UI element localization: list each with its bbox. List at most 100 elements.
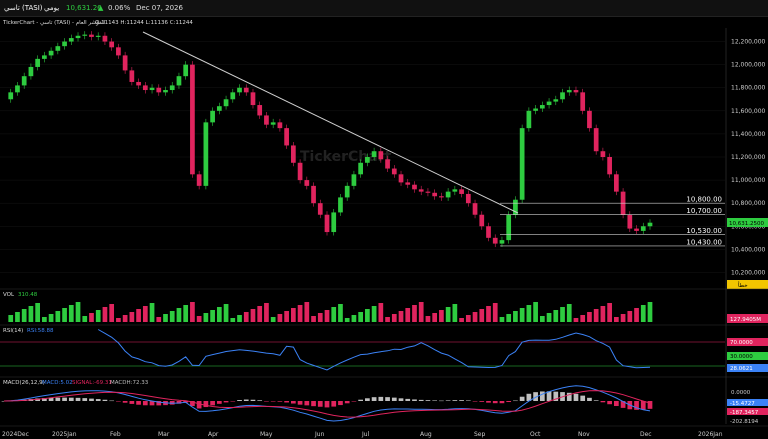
volume-bar — [351, 315, 357, 322]
candle-body — [42, 55, 47, 59]
volume-bar — [465, 315, 471, 322]
level-label: 10,430.00 — [686, 238, 722, 246]
candle-body — [156, 87, 162, 93]
candle-body — [365, 157, 370, 163]
time-tick-label: Jun — [314, 431, 325, 438]
candle-body — [324, 214, 330, 233]
price-panel[interactable]: TickerChart 10,800.0010,700.0010,530.001… — [0, 28, 725, 286]
candle-body — [230, 92, 236, 100]
rsi-current-marker — [727, 364, 768, 372]
volume-bar — [479, 309, 485, 322]
time-tick-label: Mar — [158, 431, 170, 438]
volume-bar — [250, 309, 256, 322]
volume-axis-label: 127.9405M — [730, 317, 761, 323]
macd-hist-bar — [371, 397, 377, 401]
macd-hist-bar — [129, 401, 135, 404]
level-label: 10,530.00 — [686, 227, 722, 235]
volume-bar — [116, 318, 121, 322]
volume-bar — [8, 315, 14, 322]
macd-panel[interactable]: MACD(26,12,9) MACD:5.02 SIGNAL:-69.31 MA… — [0, 376, 768, 425]
volume-bar — [486, 306, 491, 322]
candle-body — [264, 115, 269, 125]
candle-body — [82, 34, 88, 36]
macd-hist-bar — [122, 401, 128, 403]
volume-bar — [317, 313, 323, 322]
period-label[interactable]: يومي — [44, 4, 60, 12]
macd-hist-bar — [546, 391, 552, 401]
candle-body — [116, 47, 121, 56]
macd-value: MACD:5.02 — [42, 380, 73, 386]
volume-bar — [257, 306, 263, 322]
candle-body — [317, 203, 323, 215]
macd-hist-bar — [425, 400, 431, 401]
error-badge-label: خطأ — [738, 281, 748, 289]
candle-body — [580, 92, 586, 111]
macd-hist-bar — [109, 400, 115, 402]
candle-body — [634, 228, 639, 231]
volume-bar — [290, 308, 296, 322]
volume-bar — [21, 309, 27, 322]
candle-body — [55, 46, 61, 51]
candle-body — [600, 151, 606, 157]
volume-bar — [358, 312, 364, 322]
price-tick-label: 11,000,000 — [731, 177, 766, 184]
time-axis: 2024Dec 2025Jan Feb Mar Apr May Jun Jul Aug Sep Oc… — [0, 425, 768, 438]
macd-hist-bar — [243, 399, 249, 401]
price-tick-label: 12,200,000 — [731, 39, 766, 46]
change-arrow-icon: ▲ — [98, 4, 104, 12]
volume-bar — [284, 311, 289, 322]
volume-bar — [82, 316, 88, 322]
volume-bar — [445, 307, 451, 322]
candle-body — [290, 145, 296, 163]
level-label: 10,700.00 — [686, 207, 722, 215]
volume-bar — [210, 310, 215, 322]
macd-hist-bar — [553, 391, 559, 401]
price-tick-label: 12,000,000 — [731, 62, 766, 69]
price-tick-label: 10,200,000 — [731, 269, 766, 276]
macd-hist-bar — [331, 401, 337, 407]
volume-bar — [156, 317, 162, 322]
error-badge[interactable] — [727, 280, 768, 289]
candle-body — [560, 92, 565, 100]
volume-bar — [506, 314, 512, 322]
candle-body — [479, 214, 485, 227]
volume-bar — [42, 317, 47, 322]
volume-panel[interactable]: VOL 310.48 127.9405M — [0, 288, 768, 323]
volume-bar — [627, 311, 633, 322]
horizontal-levels[interactable]: 10,800.00 10,700.00 10,530.00 10,430.00 — [500, 196, 725, 247]
macd-hist-bar — [1, 401, 7, 402]
time-tick-label: Nov — [578, 431, 590, 438]
symbol-label[interactable]: تاسي (TASI) — [4, 4, 43, 12]
volume-bar — [573, 318, 579, 322]
volume-bar — [129, 312, 135, 322]
macd-hist-bar — [439, 400, 444, 402]
candle-body — [304, 180, 310, 186]
candle-body — [573, 90, 579, 93]
macd-hist-bar — [102, 399, 108, 401]
macd-hist-bar — [573, 393, 579, 401]
macd-hist-bar — [317, 401, 323, 407]
macd-hist-bar — [459, 400, 464, 401]
volume-bar — [432, 313, 438, 322]
rsi-30-marker — [727, 352, 768, 360]
macd-hist-bar — [344, 401, 350, 404]
time-tick-label: May — [260, 431, 273, 438]
chart-canvas[interactable]: TickerChart - تاسي (TASI) - المؤشر العام… — [0, 16, 768, 439]
volume-bar — [149, 303, 155, 322]
candle-body — [566, 90, 572, 93]
volume-bar — [48, 314, 54, 322]
time-tick-label: Aug — [420, 431, 432, 438]
time-tick-label: Apr — [208, 431, 219, 438]
macd-hist-bar — [607, 401, 612, 405]
trendline[interactable] — [142, 31, 519, 214]
volume-bar — [533, 302, 538, 322]
candle-body — [89, 34, 94, 37]
volume-bar — [304, 302, 310, 322]
macd-hist-bar — [62, 397, 67, 401]
rsi-value: RSI:58.88 — [27, 328, 54, 334]
candle-body — [351, 174, 357, 186]
rsi-panel[interactable]: RSI(14) RSI:58.88 70.0000 30.0000 28.062… — [0, 324, 768, 372]
macd-hist-bar — [492, 401, 498, 404]
candle-body — [627, 214, 633, 229]
candle-body — [129, 70, 135, 82]
